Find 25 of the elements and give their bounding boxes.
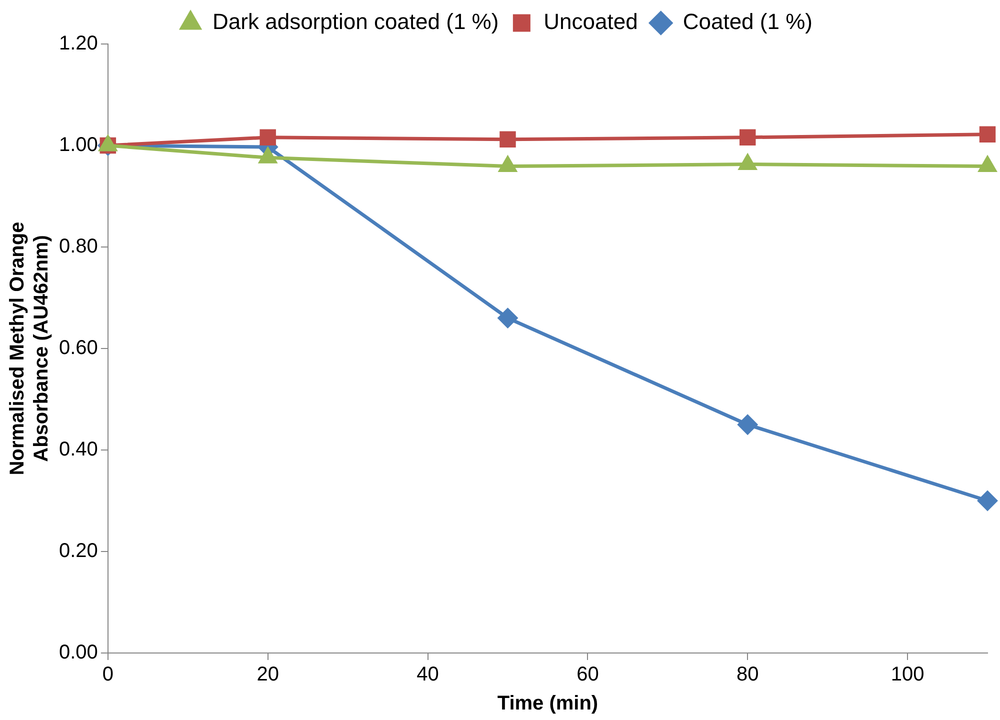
x-axis-title: Time (min) — [497, 692, 598, 715]
legend-label: Coated (1 %) — [682, 9, 812, 34]
legend-label: Uncoated — [544, 9, 638, 34]
x-tick-label: 100 — [890, 664, 924, 686]
x-tick-label: 0 — [102, 664, 114, 686]
x-tick-label: 60 — [576, 664, 599, 686]
y-tick-label: 0.40 — [58, 438, 98, 461]
point — [979, 126, 996, 142]
y-tick-label: 1.00 — [58, 134, 98, 156]
y-tick-label: 0.00 — [58, 642, 98, 664]
point — [498, 308, 518, 328]
point — [260, 129, 276, 146]
x-tick-label: 80 — [736, 664, 759, 686]
x-tick-label: 40 — [416, 664, 439, 686]
y-tick-label: 0.80 — [58, 236, 98, 258]
x-tick-label: 20 — [256, 664, 279, 686]
y-tick-label: 1.20 — [58, 32, 98, 55]
point — [740, 129, 756, 146]
y-axis-title: Normalised Methyl Orange Absorbance (AU462nm) — [6, 222, 53, 476]
legend-label: Dark adsorption coated (1 %) — [212, 9, 499, 34]
point — [978, 491, 998, 510]
y-tick-label: 0.20 — [58, 540, 98, 562]
y-tick-label: 0.60 — [58, 337, 98, 360]
point — [500, 131, 516, 148]
point — [738, 414, 758, 434]
